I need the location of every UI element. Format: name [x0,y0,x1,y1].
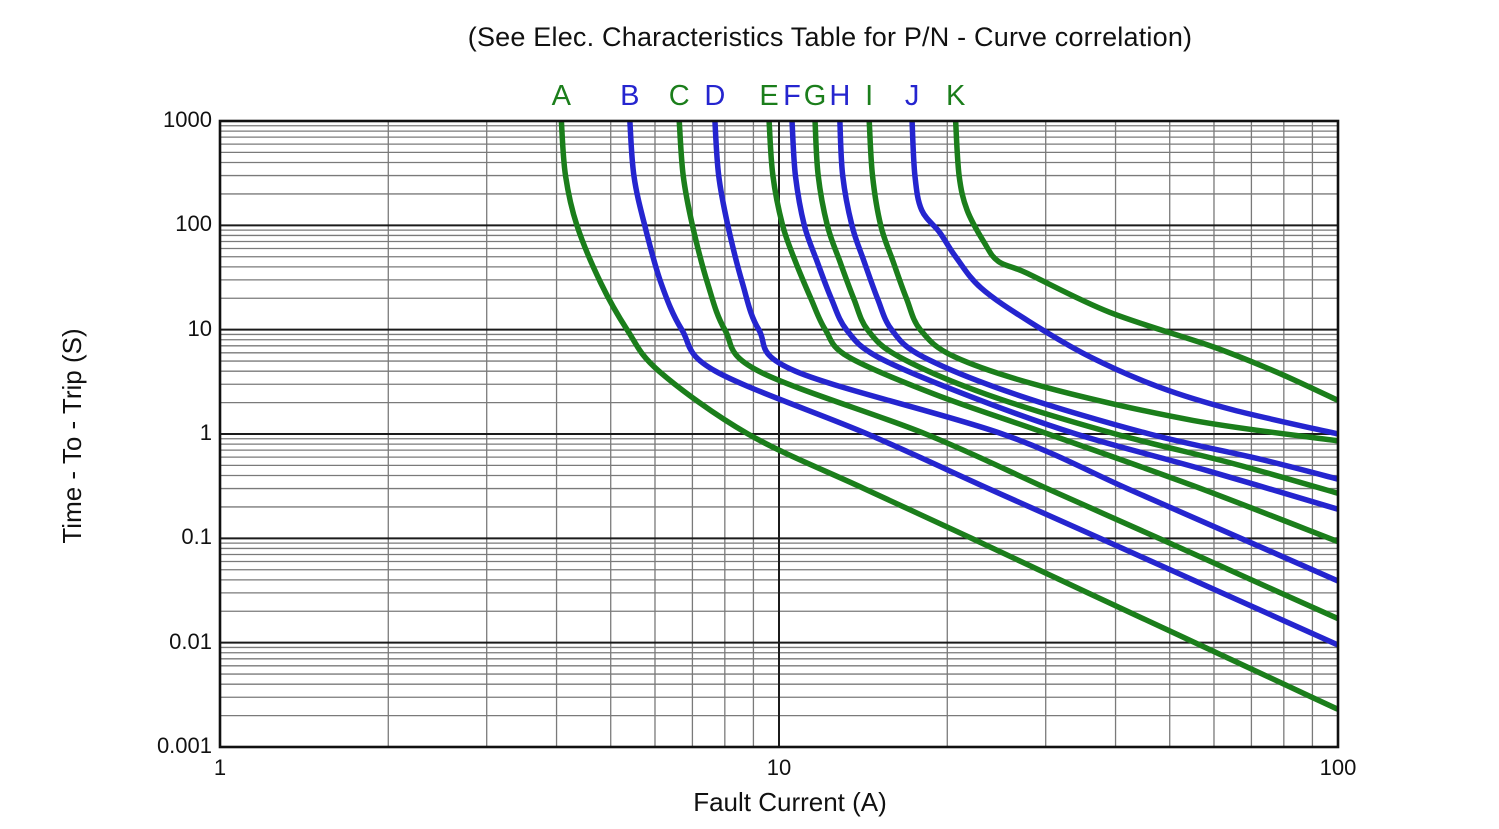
y-axis-title: Time - To - Trip (S) [57,328,87,544]
trip-curve-C [676,121,1338,622]
chart-title: (See Elec. Characteristics Table for P/N… [467,22,1193,52]
trip-curve-A [558,121,1338,713]
trip-curve-G [812,121,1338,497]
curve-label-B: B [620,80,640,112]
y-tick-1000: 1000 [163,107,212,132]
trip-curve-E [766,121,1338,545]
y-tick-0.01: 0.01 [169,628,212,654]
y-tick-100: 100 [175,211,212,237]
y-tick-0.1: 0.1 [181,524,212,550]
curve-label-C: C [668,80,690,112]
trip-curve-J [909,121,1338,437]
trip-curve-B [627,121,1338,648]
y-tick-0.001: 0.001 [156,733,212,758]
curve-label-F: F [783,80,801,112]
curve-label-I: I [865,80,874,112]
x-tick-100: 100 [1319,755,1357,780]
x-tick-1: 1 [213,755,227,780]
curve-label-E: E [759,80,779,112]
x-tick-10: 10 [766,755,792,780]
curve-label-K: K [945,80,966,112]
curve-label-D: D [704,80,726,112]
x-axis-title: Fault Current (A) [693,787,887,817]
trip-curve-I [866,121,1338,444]
trip-curve-F [789,121,1338,513]
curve-label-A: A [551,80,572,112]
trip-curve-H [837,121,1338,482]
plot-frame [218,119,1340,749]
curve-label-J: J [904,80,920,112]
y-tick-10: 10 [187,315,212,341]
trip-curve-K [952,121,1338,404]
curve-label-H: H [829,80,851,112]
curve-label-G: G [803,80,827,112]
trip-curve-D [712,121,1338,584]
y-tick-1: 1 [199,420,212,445]
